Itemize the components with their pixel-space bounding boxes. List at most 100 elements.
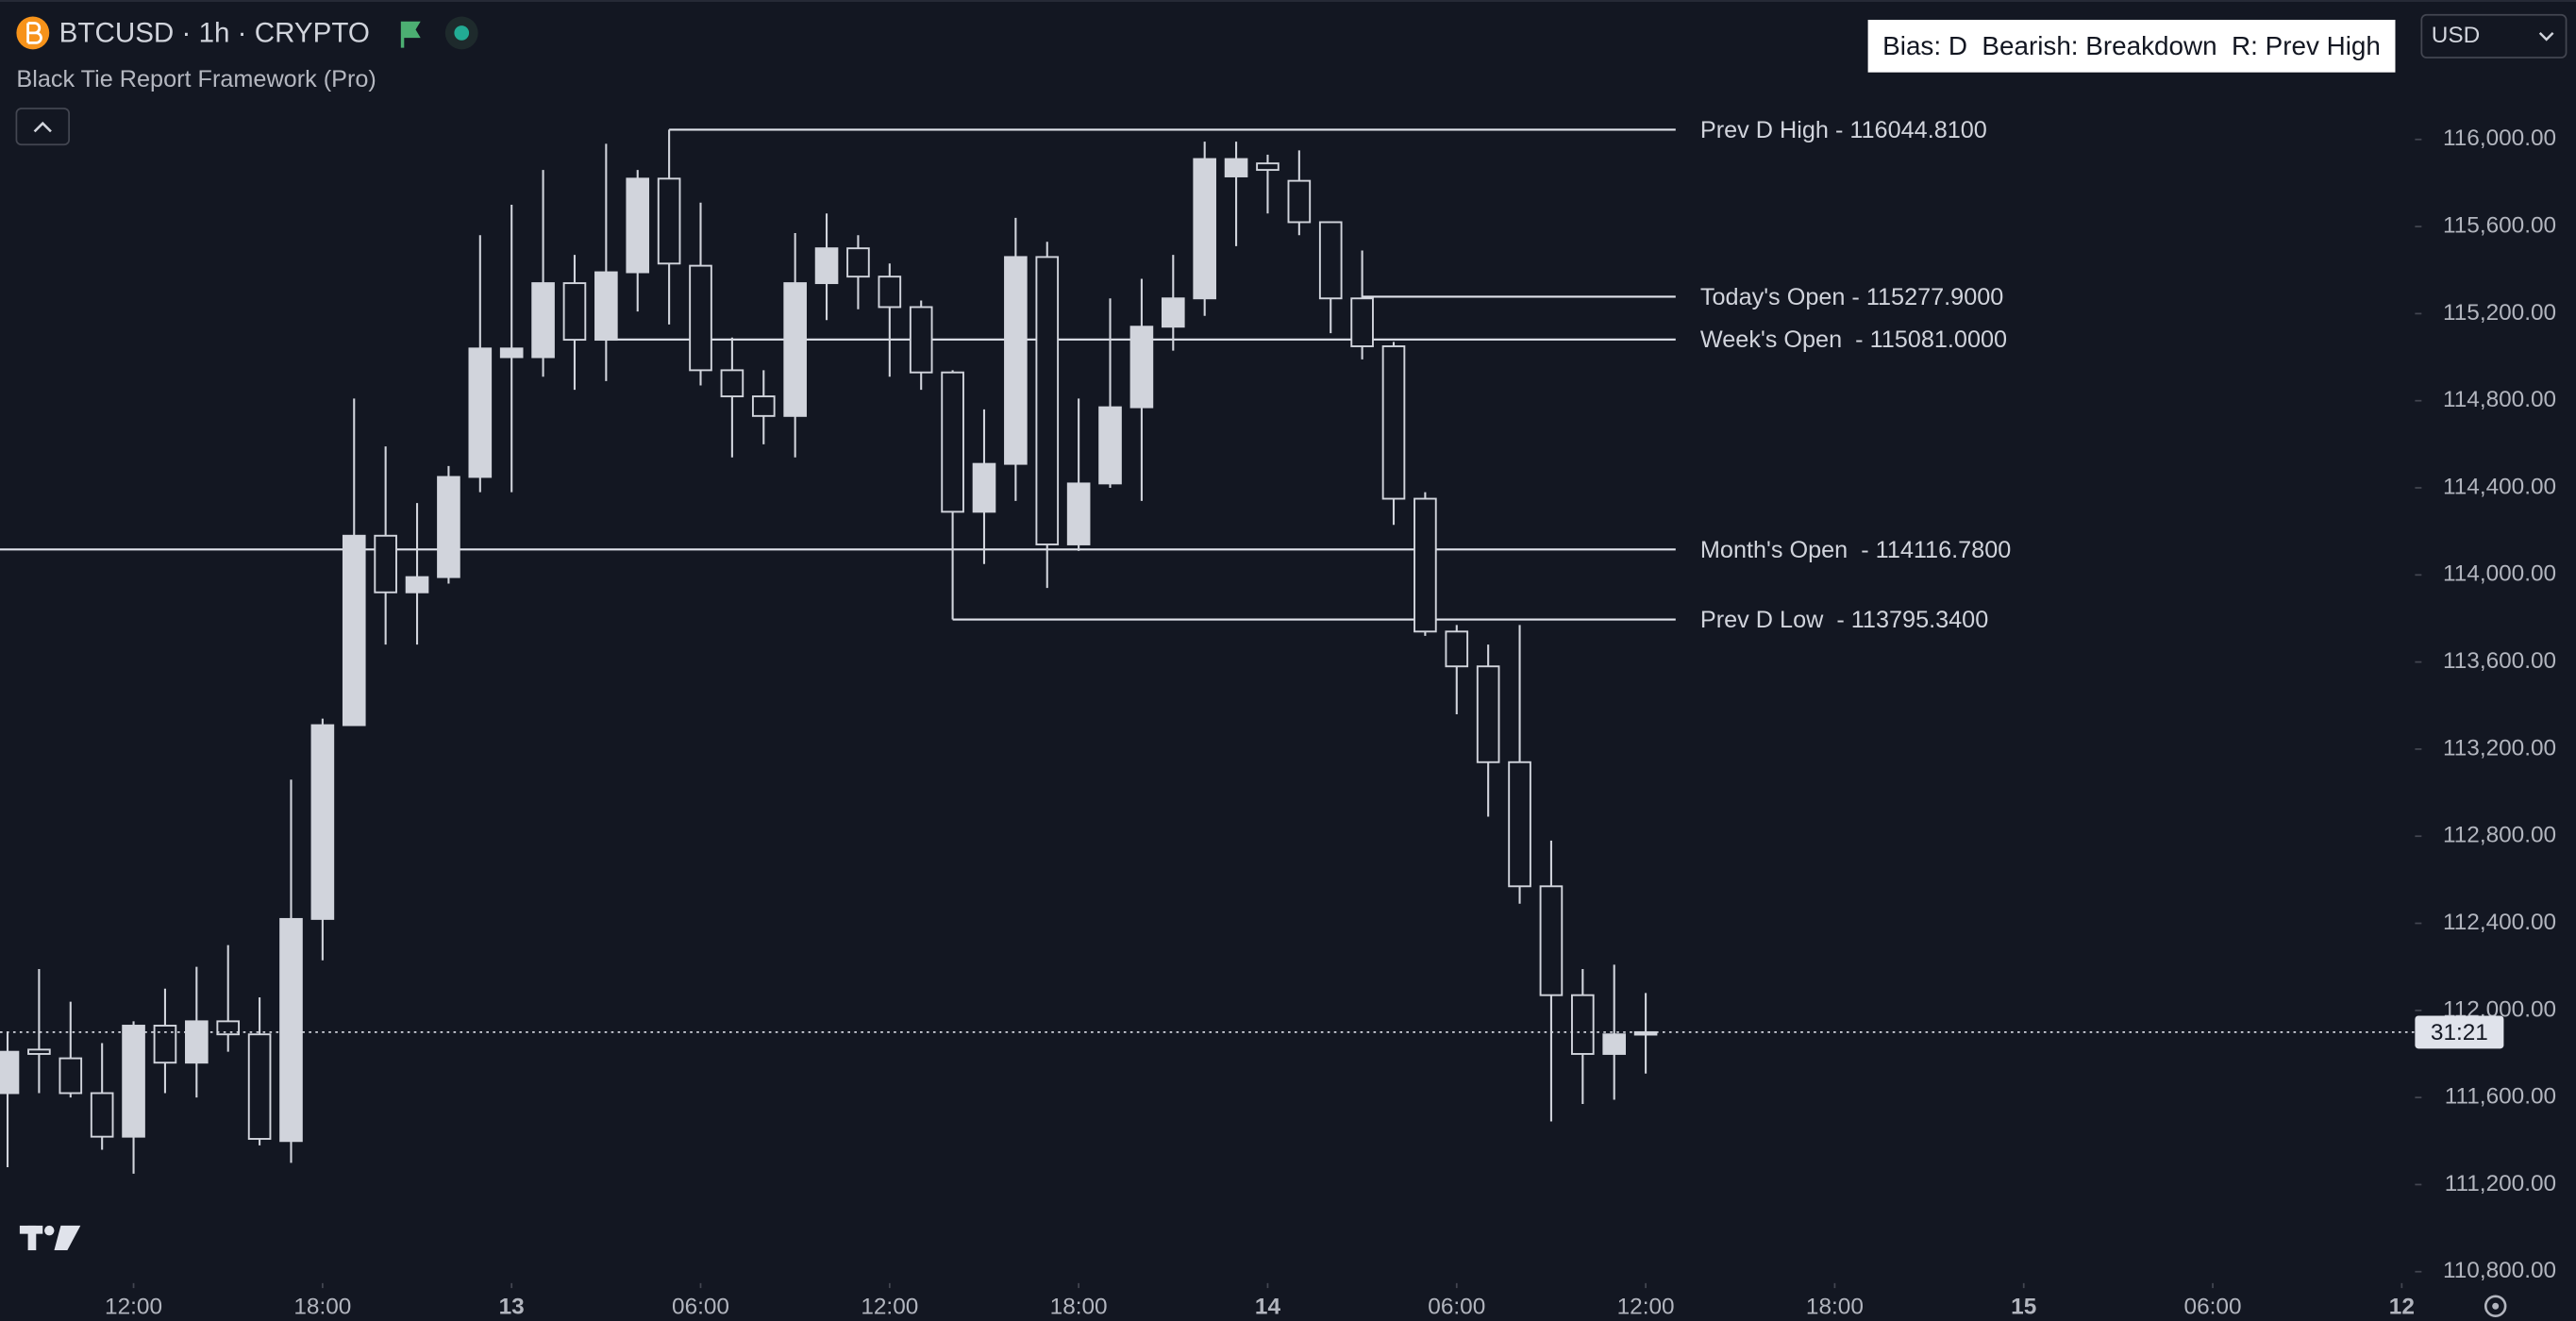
candle-body <box>499 347 524 359</box>
level-label: Prev D Low - 113795.3400 <box>1700 607 1988 633</box>
countdown-box <box>2415 1015 2504 1049</box>
candle-body <box>1098 406 1122 485</box>
settings-icon-center <box>2492 1302 2500 1310</box>
candle-body <box>1035 256 1060 545</box>
candle-body <box>310 724 335 920</box>
candle-body <box>1633 1030 1658 1036</box>
indicator-name: Black Tie Report Framework (Pro) <box>16 66 376 92</box>
y-tick-label: 111,600.00 <box>2445 1084 2556 1110</box>
bias-box <box>1867 19 2396 73</box>
candle-body <box>468 347 493 478</box>
candle-body <box>1571 994 1595 1055</box>
candle-body <box>27 1048 51 1055</box>
candle-body <box>1224 158 1248 177</box>
tv-logo <box>19 1225 81 1251</box>
candle-body <box>941 371 964 513</box>
candle-body <box>185 1020 209 1064</box>
x-tick-label: 12:00 <box>105 1294 162 1319</box>
candle-body <box>1508 761 1531 888</box>
y-tick-label: 111,200.00 <box>2445 1171 2556 1196</box>
symbol: BTCUSD · 1h · CRYPTO <box>59 17 370 48</box>
status-dot <box>454 25 470 41</box>
candle-body <box>342 534 366 727</box>
candle-body <box>594 271 618 342</box>
candle-body <box>1413 497 1437 633</box>
candle-body <box>1318 221 1343 300</box>
candle-body <box>720 369 744 398</box>
flag-icon[interactable] <box>400 21 421 48</box>
bias-text: Bias: D Bearish: Breakdown R: Prev High <box>1882 31 2381 60</box>
plot-area: 110,800.00111,200.00111,600.00112,000.00… <box>0 117 2556 1319</box>
candle-body <box>1350 297 1374 347</box>
bitcoin-glyph <box>26 22 42 44</box>
x-tick-label: 18:00 <box>293 1294 351 1319</box>
level-label: Week's Open - 115081.0000 <box>1700 326 2007 353</box>
candle-body <box>626 177 650 274</box>
candle-body <box>814 247 839 285</box>
x-tick-label: 14 <box>1255 1294 1281 1319</box>
x-tick-label: 13 <box>499 1294 525 1319</box>
candle-body <box>1066 482 1091 545</box>
candle-body <box>972 462 996 513</box>
dropdown-caret <box>2538 32 2554 42</box>
y-tick-label: 112,400.00 <box>2443 910 2556 935</box>
candle-body <box>1287 179 1312 224</box>
x-tick-label: 06:00 <box>672 1294 729 1319</box>
logo-part <box>27 1225 37 1251</box>
logo-part <box>54 1225 81 1251</box>
y-tick-label: 113,200.00 <box>2443 735 2556 761</box>
candle-body <box>531 282 555 359</box>
x-tick-label: 12:00 <box>1617 1294 1675 1319</box>
settings-icon[interactable] <box>2484 1295 2507 1317</box>
x-tick-label: 12 <box>2389 1294 2415 1319</box>
candle-body <box>279 917 303 1143</box>
candle-body <box>1161 297 1185 328</box>
candle-body <box>1193 158 1216 300</box>
x-tick-label: 15 <box>2011 1294 2036 1319</box>
x-tick-label: 06:00 <box>1428 1294 1485 1319</box>
x-tick-label: 18:00 <box>1050 1294 1108 1319</box>
candle-body <box>783 282 807 417</box>
candle-body <box>846 247 870 278</box>
candle-body <box>0 1050 20 1095</box>
candle-body <box>1476 665 1500 763</box>
candle-body <box>216 1020 241 1036</box>
currency: USD <box>2432 23 2480 48</box>
x-tick-label: 12:00 <box>861 1294 918 1319</box>
y-tick-label: 114,400.00 <box>2443 474 2556 499</box>
y-tick-label: 113,600.00 <box>2443 648 2556 674</box>
candle-body <box>1004 256 1028 465</box>
candle-body <box>878 276 902 309</box>
candle-body <box>657 177 681 265</box>
level-label: Today's Open - 115277.9000 <box>1700 284 2003 310</box>
candle-body <box>405 576 429 594</box>
chevron-up <box>33 121 52 133</box>
y-tick-label: 112,800.00 <box>2443 823 2556 848</box>
level-label: Month's Open - 114116.7800 <box>1700 537 2011 563</box>
y-tick-label: 115,600.00 <box>2443 213 2556 239</box>
y-tick-label: 110,800.00 <box>2443 1258 2556 1283</box>
candle-body <box>1539 885 1564 996</box>
currency-dropdown[interactable] <box>2420 13 2568 59</box>
logo-part <box>44 1225 55 1236</box>
collapse-button[interactable] <box>15 108 70 146</box>
candle-body <box>90 1092 114 1138</box>
level-label: Prev D High - 116044.8100 <box>1700 117 1987 143</box>
candle-body <box>374 534 397 594</box>
x-tick-label: 18:00 <box>1806 1294 1864 1319</box>
candle-body <box>247 1033 272 1140</box>
candle-body <box>909 306 933 374</box>
y-tick-label: 116,000.00 <box>2443 125 2556 151</box>
x-tick-label: 06:00 <box>2184 1294 2242 1319</box>
y-tick-label: 114,000.00 <box>2443 561 2556 587</box>
candle-body <box>437 476 460 578</box>
y-tick-label: 115,200.00 <box>2443 300 2556 326</box>
countdown: 31:21 <box>2431 1020 2488 1045</box>
candle-body <box>59 1057 83 1095</box>
candle-body <box>562 282 587 342</box>
candle-body <box>1445 630 1469 668</box>
y-tick-label: 114,800.00 <box>2443 387 2556 412</box>
candle-body <box>153 1025 177 1064</box>
